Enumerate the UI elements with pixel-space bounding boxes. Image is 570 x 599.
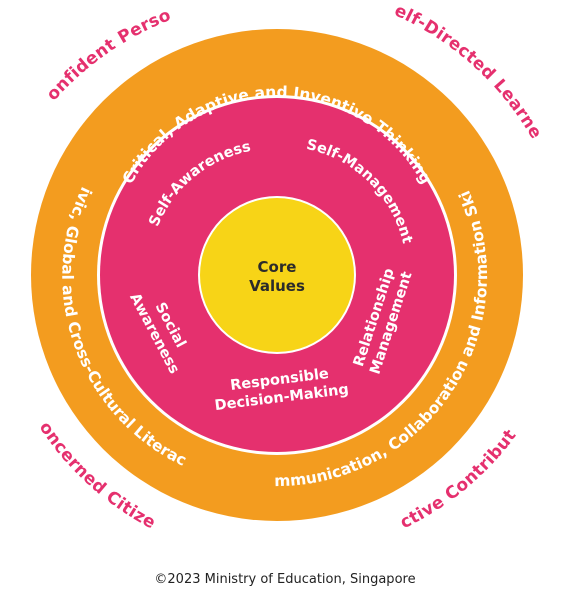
core-values-line1: Core bbox=[258, 258, 297, 276]
core-circle bbox=[200, 198, 354, 352]
core-values-line2: Values bbox=[249, 277, 305, 295]
copyright-notice: ©2023 Ministry of Education, Singapore bbox=[154, 572, 416, 587]
